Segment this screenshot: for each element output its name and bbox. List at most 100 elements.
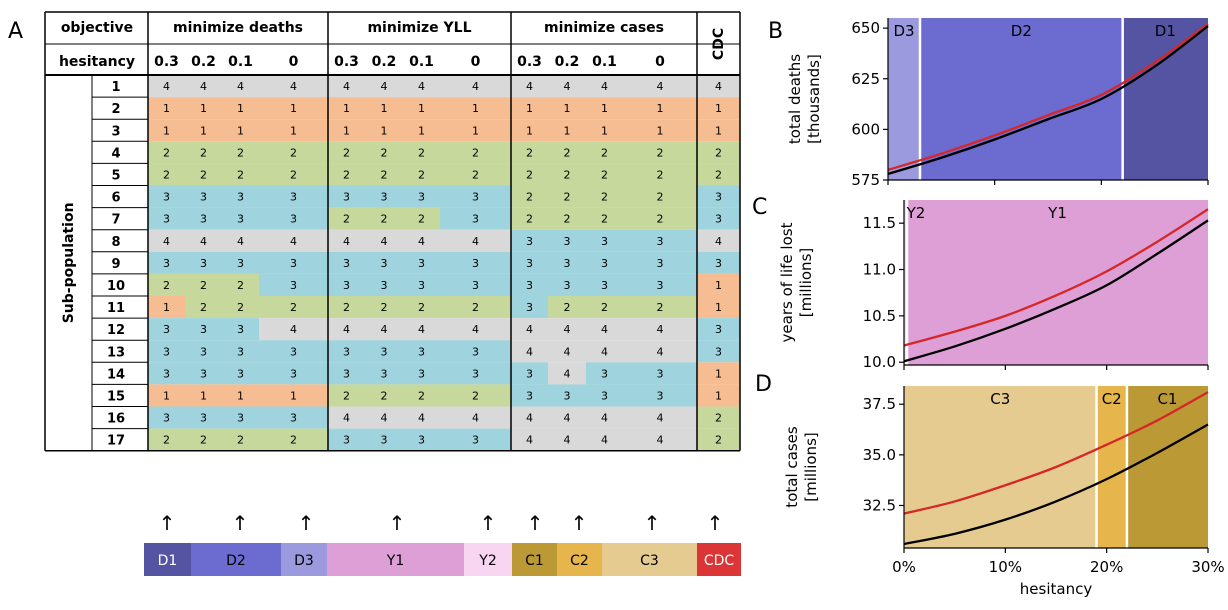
- table-cell-value: 4: [343, 412, 350, 425]
- table-cell-fill: [548, 119, 586, 142]
- table-cell-fill: [259, 251, 328, 274]
- table-cell-value: 3: [343, 279, 350, 292]
- table-cell-value: 4: [200, 80, 207, 93]
- table-cell-fill: [222, 296, 259, 319]
- hesitancy-level-label: 0.3: [334, 54, 359, 70]
- table-cell-value: 4: [601, 345, 608, 358]
- strategy-bar-label: CDC: [704, 553, 735, 569]
- table-cell-value: 2: [715, 434, 722, 447]
- table-cell-fill: [185, 97, 222, 120]
- table-cell-fill: [511, 428, 548, 451]
- strategy-bar-segment: [697, 543, 741, 576]
- table-cell-value: 3: [472, 345, 479, 358]
- table-cell-value: 4: [715, 80, 722, 93]
- table-cell-value: 3: [526, 235, 533, 248]
- table-cell-fill: [328, 428, 365, 451]
- table-cell-value: 2: [237, 146, 244, 159]
- y-tick-label: 600: [851, 120, 880, 138]
- table-cell-value: 1: [715, 124, 722, 137]
- table-cell-fill: [403, 75, 440, 98]
- table-cell-fill: [222, 428, 259, 451]
- table-cell-value: 1: [381, 102, 388, 115]
- table-cell-fill: [511, 75, 548, 98]
- table-cell-fill: [185, 163, 222, 186]
- table-cell-value: 3: [290, 367, 297, 380]
- strategy-bar-label: Y1: [386, 553, 404, 569]
- table-cell-value: 4: [163, 80, 170, 93]
- table-cell-value: 4: [237, 80, 244, 93]
- table-cell-fill: [365, 163, 403, 186]
- table-cell-fill: [328, 97, 365, 120]
- table-cell-fill: [259, 340, 328, 363]
- table-cell-value: 2: [657, 191, 664, 204]
- table-cell-value: 3: [200, 412, 207, 425]
- table-cell-value: 2: [715, 168, 722, 181]
- y-axis-label: years of life lost[millions]: [778, 222, 815, 342]
- strategy-bar-segment: [464, 543, 512, 576]
- table-cell-fill: [440, 340, 511, 363]
- table-cell-value: 2: [237, 301, 244, 314]
- table-cell-fill: [511, 141, 548, 164]
- table-cell-value: 2: [237, 279, 244, 292]
- region-band: [1096, 386, 1127, 548]
- table-cell-value: 1: [237, 389, 244, 402]
- table-cell-fill: [185, 251, 222, 274]
- row-number: 8: [111, 235, 120, 250]
- strategy-bar-label: D1: [158, 553, 178, 569]
- table-cell-fill: [548, 75, 586, 98]
- table-cell-fill: [440, 119, 511, 142]
- table-cell-fill: [586, 119, 623, 142]
- table-cell-fill: [328, 207, 365, 230]
- table-cell-value: 1: [200, 102, 207, 115]
- table-cell-value: 3: [237, 367, 244, 380]
- table-cell-value: 2: [657, 213, 664, 226]
- table-cell-fill: [365, 97, 403, 120]
- table-cell-fill: [148, 428, 185, 451]
- table-cell-fill: [403, 340, 440, 363]
- table-cell-fill: [440, 251, 511, 274]
- table-cell-value: 1: [381, 124, 388, 137]
- table-cell-value: 2: [163, 434, 170, 447]
- table-cell-value: 1: [418, 102, 425, 115]
- table-cell-value: 3: [526, 257, 533, 270]
- table-cell-fill: [697, 119, 740, 142]
- table-cell-value: 4: [564, 345, 571, 358]
- table-cell-fill: [623, 119, 697, 142]
- table-cell-value: 3: [381, 367, 388, 380]
- table-cell-value: 3: [343, 191, 350, 204]
- row-number: 12: [107, 323, 125, 338]
- table-cell-value: 2: [381, 301, 388, 314]
- table-cell-fill: [697, 229, 740, 252]
- table-cell-value: 1: [601, 102, 608, 115]
- table-cell-value: 2: [526, 213, 533, 226]
- table-cell-fill: [328, 119, 365, 142]
- table-cell-fill: [148, 185, 185, 208]
- table-cell-value: 3: [472, 434, 479, 447]
- table-cell-value: 4: [418, 412, 425, 425]
- table-cell-fill: [403, 406, 440, 429]
- table-cell-fill: [403, 251, 440, 274]
- table-cell-value: 1: [237, 102, 244, 115]
- table-cell-fill: [328, 141, 365, 164]
- table-cell-fill: [365, 229, 403, 252]
- table-cell-value: 3: [526, 367, 533, 380]
- table-cell-fill: [548, 296, 586, 319]
- table-cell-fill: [185, 318, 222, 341]
- table-cell-fill: [185, 296, 222, 319]
- hesitancy-level-label: 0.2: [555, 54, 580, 70]
- row-number: 7: [111, 213, 120, 228]
- table-cell-value: 3: [163, 191, 170, 204]
- hesitancy-level-label: 0.1: [409, 54, 434, 70]
- region-band: [1126, 386, 1208, 548]
- strategy-bar-label: D2: [226, 553, 246, 569]
- table-cell-value: 4: [526, 345, 533, 358]
- table-cell-fill: [623, 406, 697, 429]
- table-cell-fill: [403, 428, 440, 451]
- table-cell-value: 2: [601, 146, 608, 159]
- table-cell-value: 2: [237, 434, 244, 447]
- table-cell-fill: [697, 251, 740, 274]
- table-cell-fill: [148, 296, 185, 319]
- table-cell-fill: [511, 229, 548, 252]
- table-cell-value: 2: [657, 146, 664, 159]
- table-cell-fill: [259, 185, 328, 208]
